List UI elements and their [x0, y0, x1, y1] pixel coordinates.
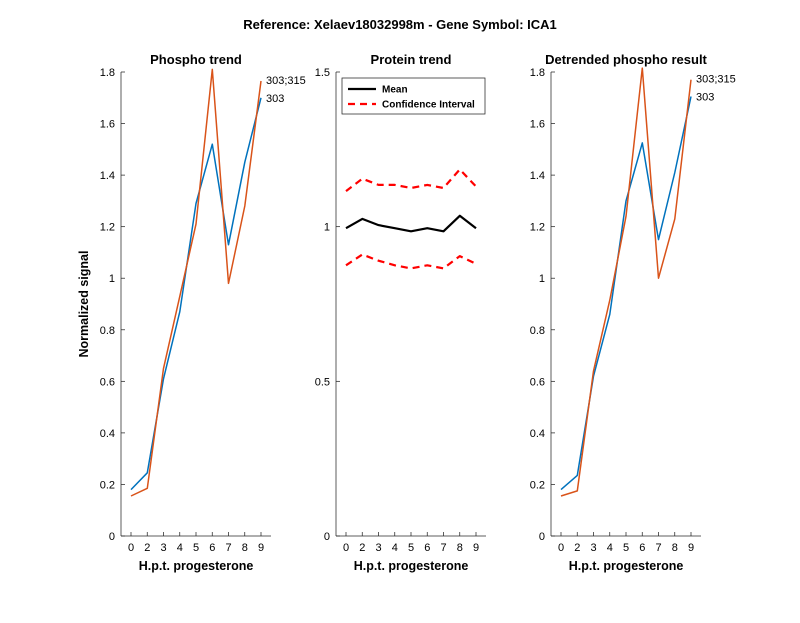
series-line-303-315: [130, 68, 262, 497]
x-tick-label: 6: [424, 542, 430, 554]
x-tick-label: 0: [343, 542, 349, 554]
x-tick-label: 0: [128, 542, 134, 554]
panel-title: Phospho trend: [150, 52, 242, 67]
x-axis-label: H.p.t. progesterone: [569, 559, 684, 573]
legend-label: Confidence Interval: [382, 100, 475, 111]
series-line-confidence-interval: [345, 168, 477, 192]
series-end-label: 303;315: [696, 74, 736, 86]
x-tick-label: 0: [558, 542, 564, 554]
y-tick-label: 1.4: [530, 170, 545, 182]
series-end-label: 303: [696, 91, 714, 103]
y-tick-label: 1.2: [100, 222, 115, 234]
x-tick-label: 7: [225, 542, 231, 554]
y-tick-label: 0.4: [530, 428, 545, 440]
y-tick-label: 0.4: [100, 428, 115, 440]
y-tick-label: 1: [539, 273, 545, 285]
legend-box: [341, 77, 486, 115]
x-tick-label: 8: [457, 542, 463, 554]
y-tick-label: 1.5: [315, 67, 330, 79]
x-tick-label: 9: [258, 542, 264, 554]
y-tick-label: 0: [324, 531, 330, 543]
y-tick-label: 1.2: [530, 222, 545, 234]
panel-title: Detrended phospho result: [545, 52, 707, 67]
y-tick-label: 0.6: [100, 376, 115, 388]
x-tick-label: 7: [655, 542, 661, 554]
x-tick-label: 6: [209, 542, 215, 554]
x-tick-label: 3: [160, 542, 166, 554]
x-tick-label: 4: [392, 542, 398, 554]
x-tick-label: 8: [242, 542, 248, 554]
series-line-303-315: [560, 67, 692, 497]
y-tick-label: 1: [324, 222, 330, 234]
x-tick-label: 5: [193, 542, 199, 554]
y-tick-label: 0.6: [530, 376, 545, 388]
x-tick-label: 6: [639, 542, 645, 554]
y-tick-label: 0.2: [530, 479, 545, 491]
x-axis-label: H.p.t. progesterone: [139, 559, 254, 573]
x-tick-label: 9: [688, 542, 694, 554]
figure-title: Reference: Xelaev18032998m - Gene Symbol…: [243, 17, 557, 32]
x-tick-label: 7: [440, 542, 446, 554]
y-tick-label: 0: [109, 531, 115, 543]
y-tick-label: 0.5: [315, 376, 330, 388]
x-tick-label: 5: [408, 542, 414, 554]
series-line-mean: [345, 214, 477, 233]
series-end-label: 303: [266, 93, 284, 105]
y-tick-label: 1: [109, 273, 115, 285]
y-tick-label: 0.8: [100, 325, 115, 337]
y-tick-label: 0.2: [100, 479, 115, 491]
x-tick-label: 2: [359, 542, 365, 554]
x-tick-label: 4: [607, 542, 613, 554]
x-tick-label: 2: [144, 542, 150, 554]
x-axis-label: H.p.t. progesterone: [354, 559, 469, 573]
panel-title: Protein trend: [371, 52, 452, 67]
legend-label: Mean: [382, 85, 408, 96]
panel-3: Detrended phospho result 0 0.2 0.4 0.6 0.8 1 1.…: [530, 52, 736, 573]
y-tick-label: 1.8: [530, 67, 545, 79]
x-tick-label: 9: [473, 542, 479, 554]
y-tick-label: 1.4: [100, 170, 115, 182]
y-tick-label: 0.8: [530, 325, 545, 337]
y-tick-label: 1.6: [530, 119, 545, 131]
legend: Mean Confidence Interval: [341, 77, 486, 115]
x-tick-label: 3: [375, 542, 381, 554]
x-tick-label: 3: [590, 542, 596, 554]
series-line-303: [130, 97, 262, 491]
y-tick-label: 0: [539, 531, 545, 543]
series-line-303: [560, 96, 692, 491]
y-tick-label: 1.6: [100, 119, 115, 131]
x-tick-label: 4: [177, 542, 183, 554]
series-line-confidence-interval-lower: [345, 253, 477, 270]
x-tick-label: 5: [623, 542, 629, 554]
x-tick-label: 8: [672, 542, 678, 554]
panel-1: Phospho trend 0 0.2 0.4 0.6 0.8 1 1.2 1.4 1.6 1.8 0…: [77, 52, 306, 573]
y-tick-label: 1.8: [100, 67, 115, 79]
x-tick-label: 2: [574, 542, 580, 554]
y-axis-label: Normalized signal: [77, 251, 91, 358]
series-end-label: 303;315: [266, 75, 306, 87]
chart-panels: Phospho trend 0 0.2 0.4 0.6 0.8 1 1.2 1.4 1.6 1.8 0…: [77, 52, 736, 573]
